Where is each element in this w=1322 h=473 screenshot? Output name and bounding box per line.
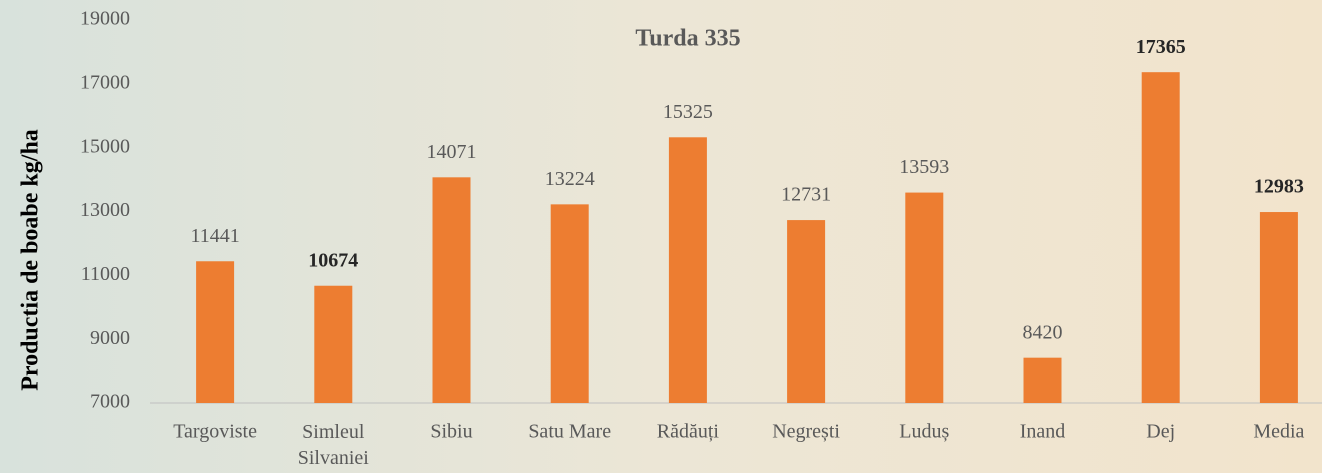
data-label: 13593 [899,156,949,178]
y-tick-label: 13000 [80,199,130,221]
bar [1023,357,1062,403]
x-tick-label: Satu Mare [528,421,611,443]
bar [668,137,707,403]
x-tick-label: Sibiu [430,421,472,443]
data-label: 8420 [1023,321,1063,343]
bar [432,177,471,403]
y-tick-label: 11000 [81,263,130,285]
x-tick-label: Rădăuți [657,421,720,443]
x-tick-label: Simleul Silvaniei [298,421,370,469]
data-label: 17365 [1136,36,1186,58]
x-tick-label: Inand [1020,421,1066,443]
x-tick-label: Luduș [899,421,949,443]
y-tick-label: 19000 [80,8,130,30]
y-tick-label: 9000 [90,327,130,349]
bar [1259,212,1298,403]
bar [550,204,589,403]
y-tick-label: 17000 [80,71,130,93]
bar [905,192,944,403]
x-tick-label: Dej [1146,421,1175,443]
data-label: 15325 [663,101,713,123]
y-axis-label: Productia de boabe kg/ha [18,129,44,391]
bar [787,220,826,403]
y-tick-label: 7000 [90,391,130,413]
bar [1141,72,1180,403]
data-label: 11441 [190,225,239,247]
x-tick-label: Targoviste [173,421,257,443]
x-tick-label: Negrești [772,421,840,443]
bar [196,261,235,403]
chart-title: Turda 335 [635,26,740,52]
data-label: 12983 [1254,176,1304,198]
x-tick-label: Media [1253,421,1304,443]
y-tick-label: 15000 [80,135,130,157]
data-label: 13224 [545,168,595,190]
data-label: 10674 [308,249,358,271]
data-label: 12731 [781,184,831,206]
bar [314,285,353,403]
data-label: 14071 [427,141,477,163]
